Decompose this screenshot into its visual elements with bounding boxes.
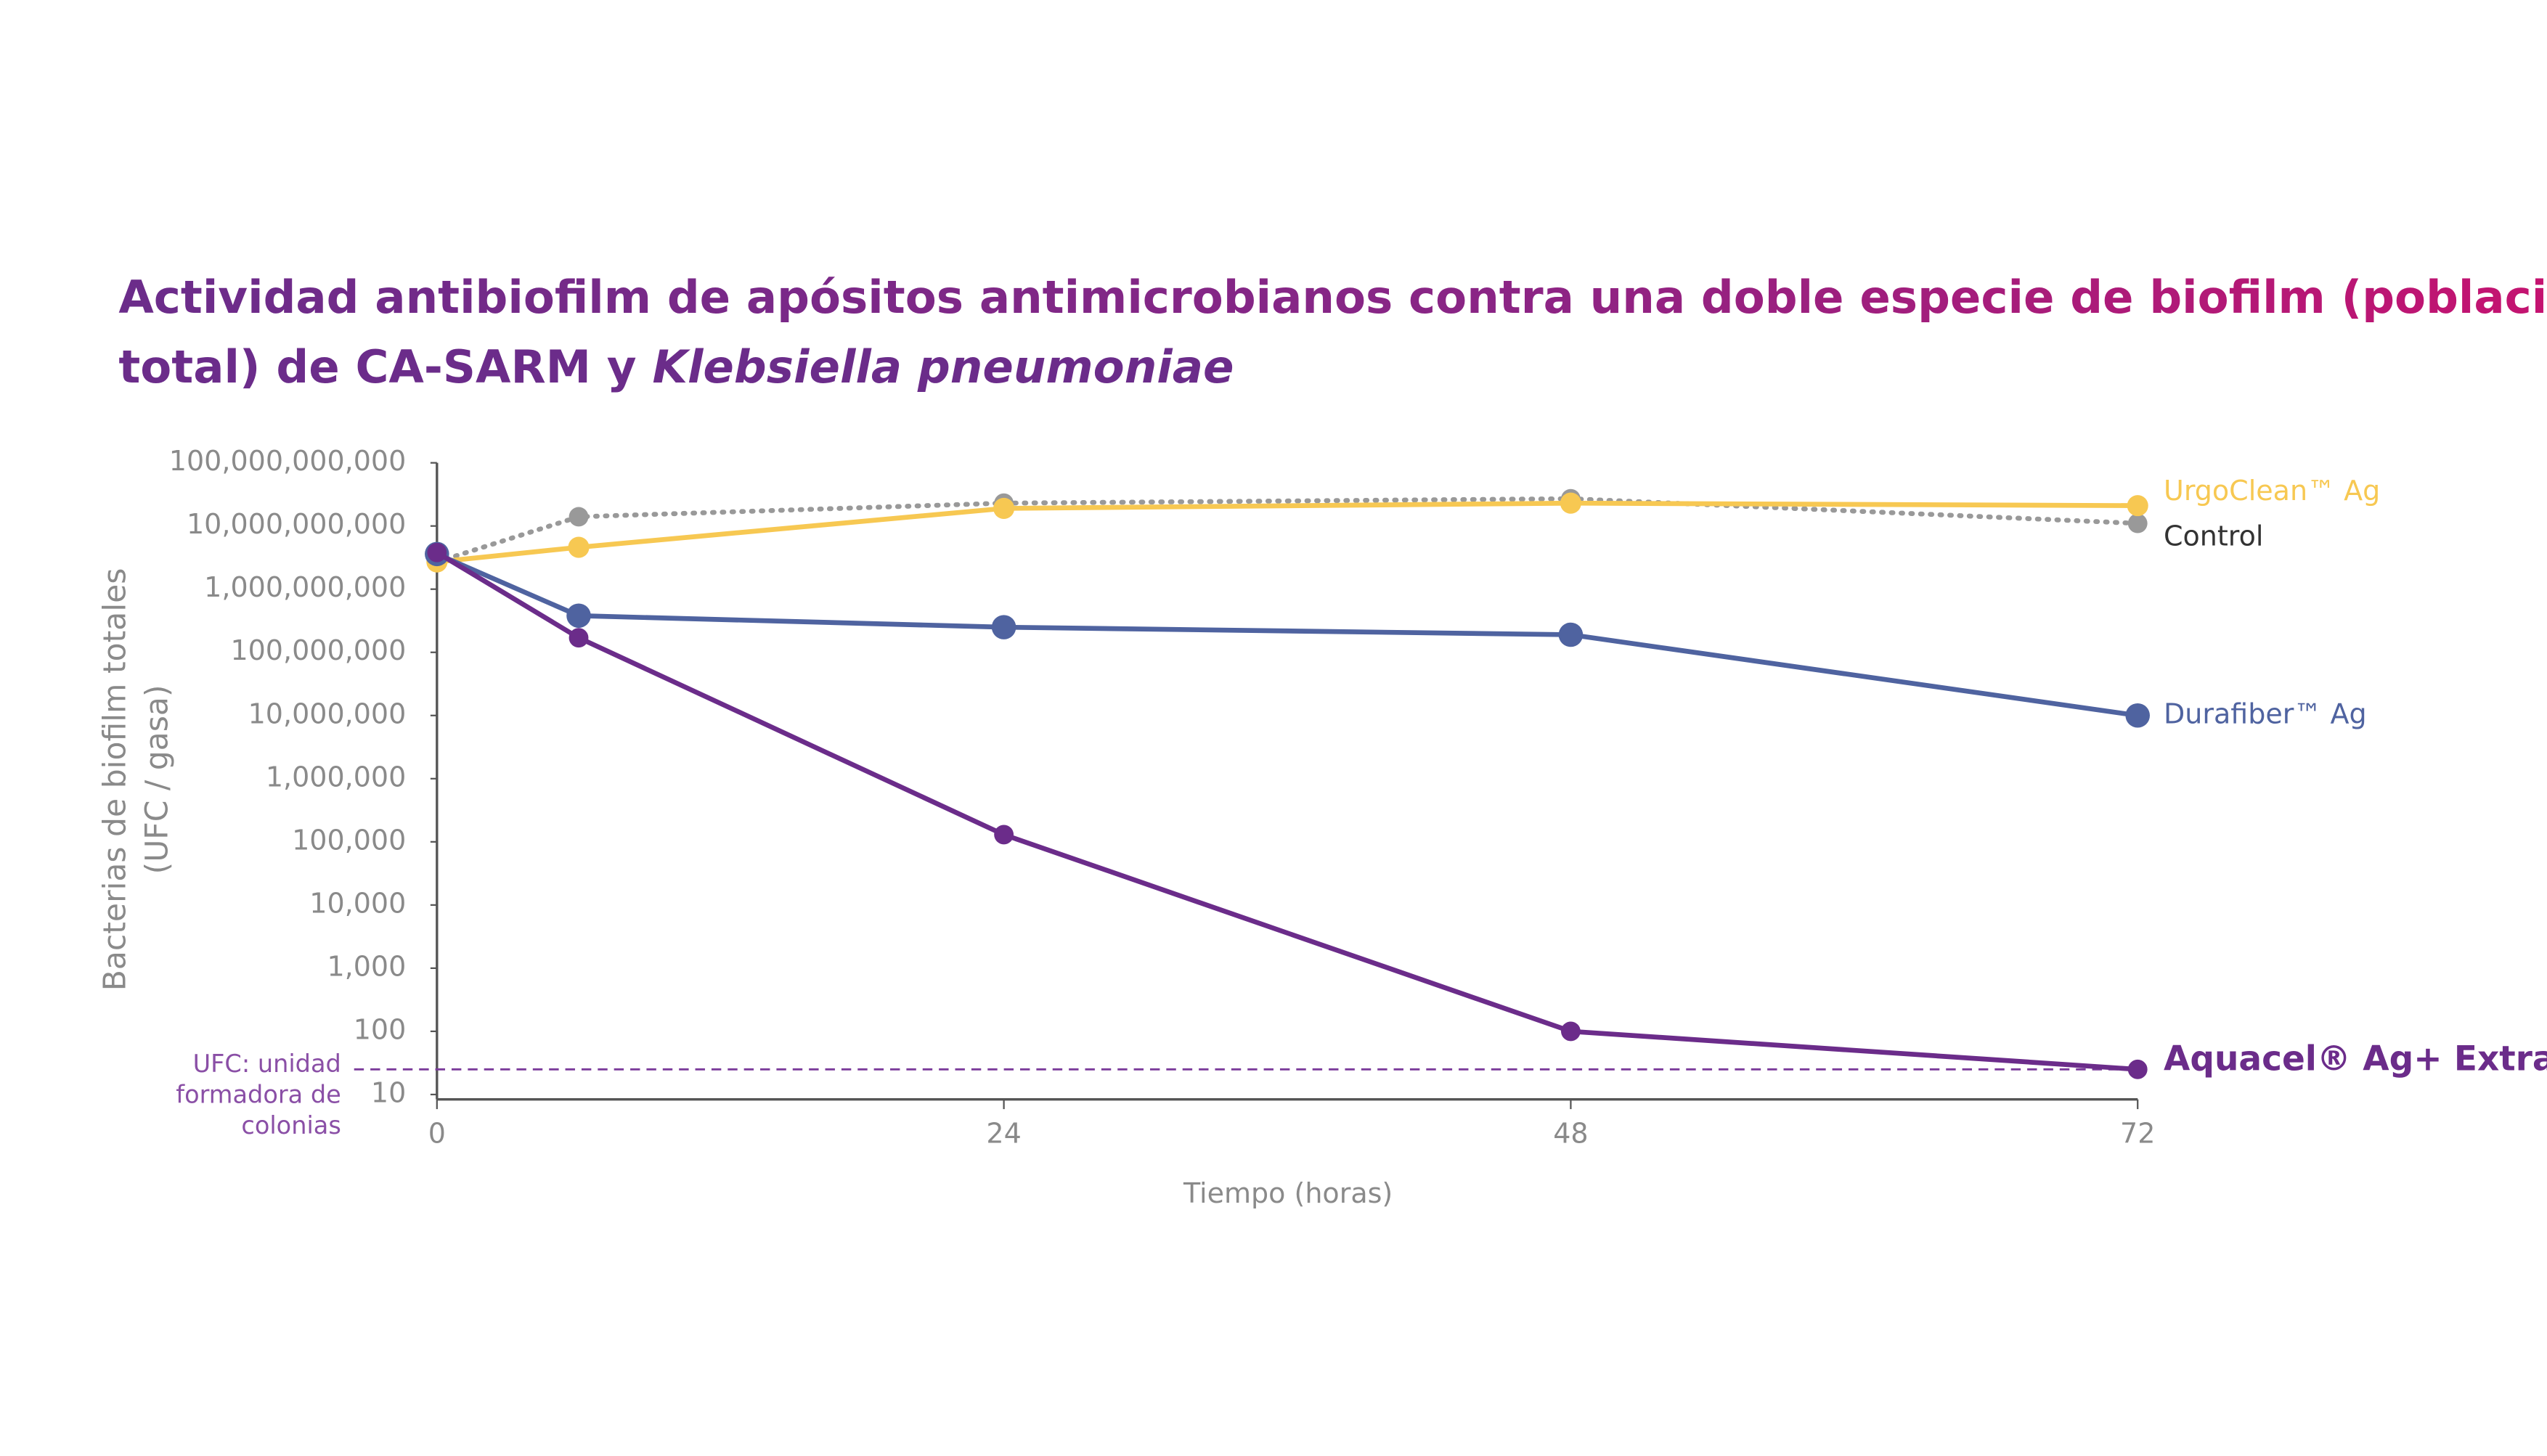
annotation: colonias (241, 1111, 341, 1140)
series-label: UrgoClean™ Ag (2164, 475, 2380, 507)
y-axis-title-line: (UFC / gasa) (140, 684, 176, 874)
data-point (569, 507, 589, 527)
data-point (1560, 1021, 1581, 1042)
y-tick-label: 100,000 (292, 824, 406, 856)
y-axis-title: Bacterias de biofilm totales (UFC / gasa… (98, 568, 176, 991)
data-point (994, 825, 1014, 845)
data-point (569, 628, 589, 648)
y-tick-label: 10,000,000,000 (187, 508, 406, 540)
annotation: UFC: unidad (193, 1050, 341, 1078)
series-label: Durafiber™ Ag (2164, 698, 2367, 729)
x-tick-label: 72 (2120, 1117, 2155, 1149)
y-tick-label: 1,000,000,000 (204, 571, 406, 603)
x-axis-title: Tiempo (horas) (1183, 1177, 1393, 1209)
y-axis-title-line: Bacterias de biofilm totales (98, 568, 134, 991)
series-line (434, 496, 2140, 565)
data-point (991, 615, 1016, 639)
x-tick-label: 24 (986, 1117, 1021, 1149)
data-point (2127, 495, 2148, 517)
data-point (2127, 513, 2148, 533)
y-tick-label: 10,000,000 (248, 698, 407, 729)
x-tick-label: 0 (428, 1117, 446, 1149)
data-point (427, 542, 447, 563)
title-italic: Klebsiella pneumoniae (652, 340, 1234, 393)
data-point (1560, 492, 1581, 514)
series-label: Control (2164, 520, 2263, 552)
data-point (1558, 622, 1584, 647)
data-point (993, 497, 1015, 519)
chart-title: Actividad antibiofilm de apósitos antimi… (118, 271, 2547, 324)
y-tick-label: 100,000,000 (230, 634, 406, 666)
y-tick-label: 10,000 (309, 887, 406, 919)
y-tick-label: 100,000,000,000 (169, 445, 407, 477)
chart-title: total) de CA-SARM y Klebsiella pneumonia… (118, 340, 1234, 393)
series-label: Aquacel® Ag+ Extra™ (2164, 1039, 2547, 1079)
data-point (2125, 703, 2150, 728)
data-point (2127, 1059, 2148, 1079)
annotation: formadora de (176, 1081, 341, 1109)
y-tick-label: 100 (354, 1013, 407, 1045)
x-tick-label: 48 (1553, 1117, 1588, 1149)
y-tick-label: 1,000 (327, 950, 406, 982)
data-point (568, 536, 590, 558)
title-text: total) de CA-SARM y (118, 340, 636, 393)
data-point (566, 603, 591, 629)
y-tick-label: 10 (371, 1076, 406, 1108)
y-tick-label: 1,000,000 (266, 761, 406, 793)
